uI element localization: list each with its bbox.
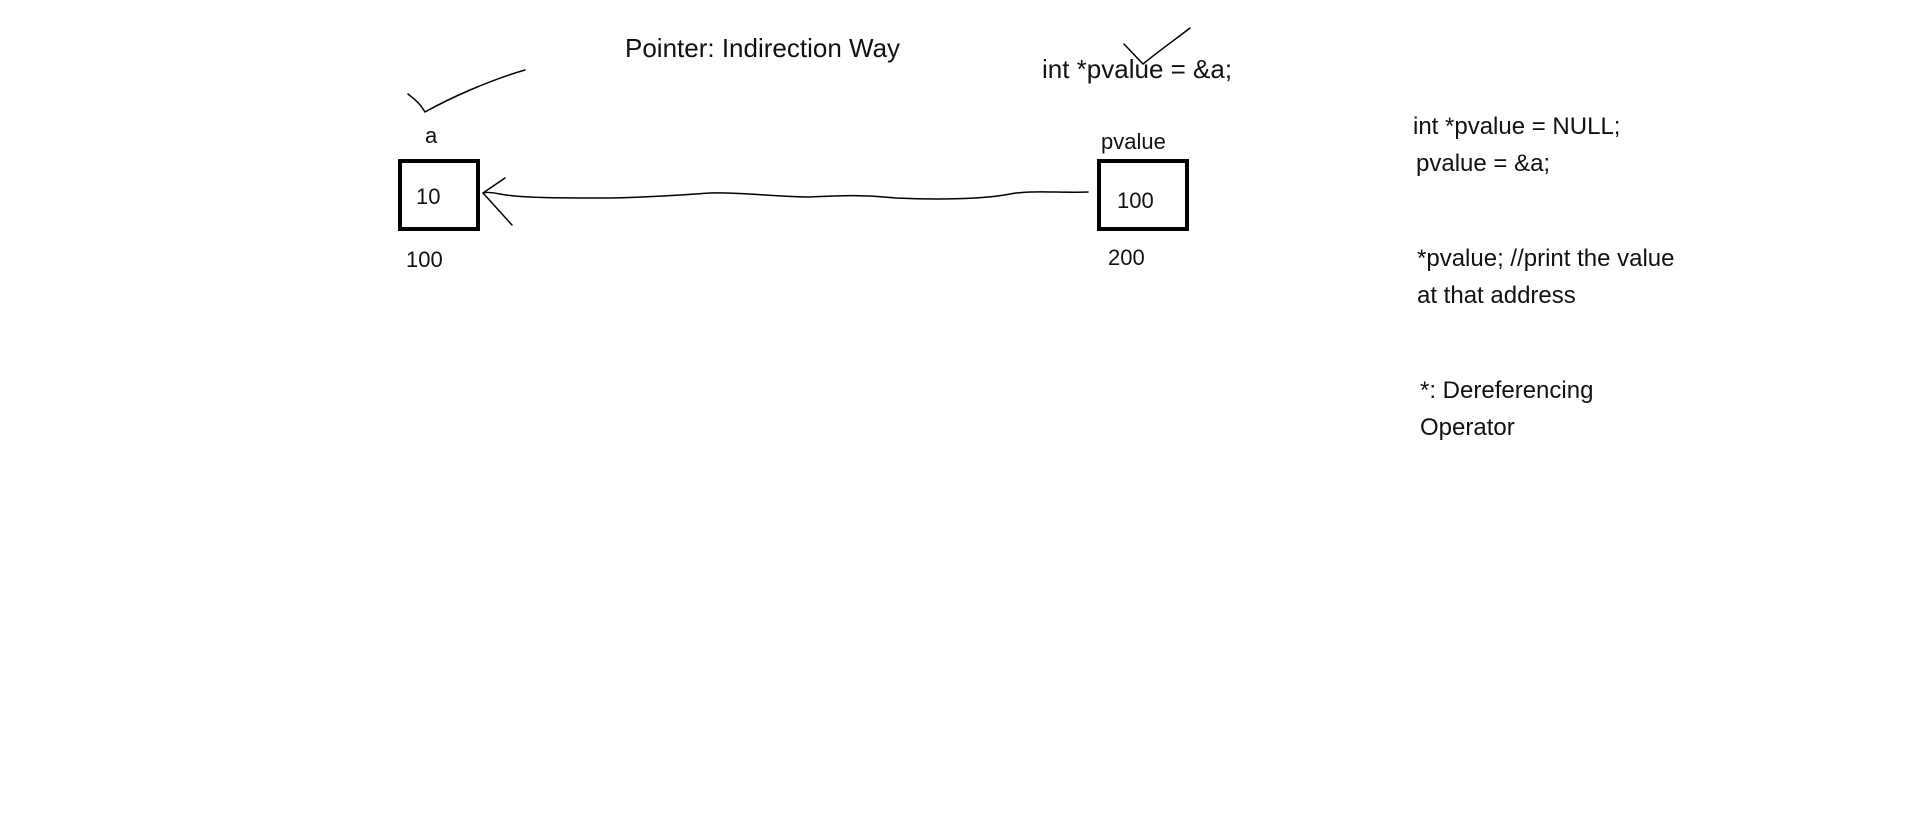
check-mark-declaration — [1123, 27, 1191, 65]
null-init-line: int *pvalue = NULL; — [1413, 113, 1621, 140]
variable-a-box: 10 — [398, 159, 480, 231]
pointer-pvalue-value: 100 — [1117, 188, 1154, 213]
operator-note-line-2: Operator — [1420, 414, 1515, 441]
address-assign-line: pvalue = &a; — [1416, 150, 1551, 177]
variable-a-name: a — [425, 123, 438, 148]
diagram-title: Pointer: Indirection Way — [625, 33, 901, 63]
dereference-line-2: at that address — [1417, 282, 1576, 309]
pointer-declaration: int *pvalue = &a; — [1042, 54, 1233, 84]
pointer-pvalue-box: 100 — [1097, 159, 1189, 231]
pointer-arrow-head — [482, 177, 513, 226]
check-mark-a — [407, 69, 526, 113]
pointer-arrow-line — [482, 191, 1089, 200]
pointer-pvalue-name: pvalue — [1101, 129, 1166, 154]
dereference-line-1: *pvalue; //print the value — [1417, 245, 1675, 272]
variable-a-value: 10 — [416, 184, 441, 209]
variable-a-address: 100 — [406, 247, 443, 272]
pointer-pvalue-address: 200 — [1108, 245, 1145, 270]
operator-note-line-1: *: Dereferencing — [1420, 377, 1594, 404]
